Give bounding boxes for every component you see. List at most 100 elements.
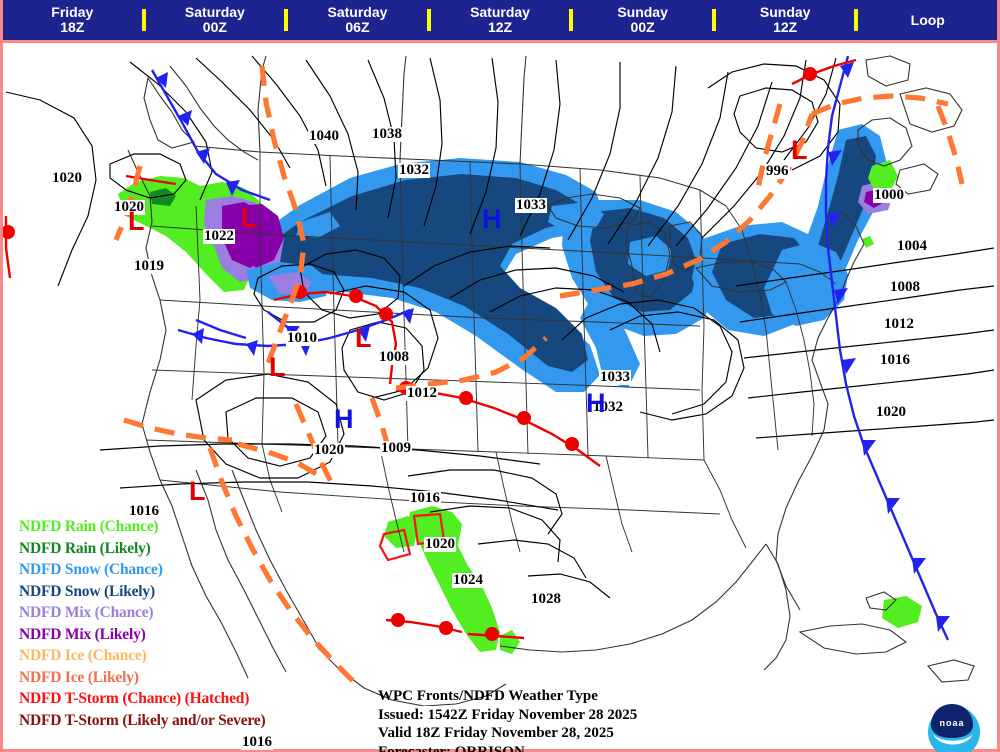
nav-loop[interactable]: Loop	[858, 11, 997, 28]
coastline-bc-inner	[169, 65, 259, 161]
isobar-label: 1019	[133, 258, 165, 274]
isobar-label: 1012	[406, 385, 438, 401]
geography-layer	[127, 55, 975, 706]
border-canada-interior-1	[257, 55, 267, 153]
nav-day-label: Sunday	[617, 4, 668, 20]
snow-chance-patch-dakotas	[296, 212, 340, 238]
high-center-great-basin: H	[334, 404, 354, 434]
isobar-label: 1033	[515, 197, 547, 213]
isobar-label: 1004	[896, 238, 928, 254]
nav-hour-label: 12Z	[773, 19, 798, 35]
rain-chance-area-caribbean	[882, 596, 922, 628]
legend-item-ice-likely: NDFD Ice (Likely)	[19, 668, 139, 686]
low-center-pacific-nw: L	[128, 206, 145, 236]
rain-chance-area-new-england	[868, 160, 898, 192]
coastline-british-columbia	[143, 76, 196, 149]
nav-saturday-06z[interactable]: Saturday 06Z	[288, 5, 427, 35]
mix-likely-area-montana	[232, 204, 284, 268]
nav-day-label: Friday	[51, 4, 94, 20]
trough-baja	[207, 447, 362, 690]
state-borders	[145, 152, 837, 553]
nav-day-label: Sunday	[759, 4, 811, 20]
legend-item-mix-chance: NDFD Mix (Chance)	[19, 604, 154, 621]
trough-greatlakes	[559, 113, 815, 299]
isobar-label: 1028	[530, 591, 562, 607]
high-center-northern-plains: H	[482, 204, 502, 234]
nav-separator	[854, 9, 859, 31]
low-center-southwest: L	[189, 476, 206, 506]
isobar-label: 1012	[883, 316, 915, 332]
rain-chance-patch-coastal	[862, 236, 874, 248]
nav-friday-18z[interactable]: Friday 18Z	[3, 5, 142, 35]
coastline-bahamas	[865, 591, 897, 611]
rain-chance-area-texas-west	[384, 516, 418, 548]
cold-front-northeast	[824, 55, 950, 641]
isobar-label: 1009	[380, 440, 412, 456]
isobar-label: 1016	[128, 503, 160, 519]
isobar-label: 1020	[875, 404, 907, 420]
nav-day-label: Saturday	[470, 4, 530, 20]
legend-item-rain-chance: NDFD Rain (Chance)	[19, 518, 159, 535]
legend-item-mix-likely: NDFD Mix (Likely)	[19, 625, 146, 643]
trough-northeast	[811, 93, 949, 117]
caption-title: WPC Fronts/NDFD Weather Type	[378, 688, 598, 704]
weather-map	[3, 55, 994, 706]
legend-item-tstorm-chance: NDFD T-Storm (Chance) (Hatched)	[19, 690, 250, 707]
nav-hour-label: 18Z	[60, 19, 85, 35]
isobar-label: 1008	[889, 279, 921, 295]
caption-valid: Valid 18Z Friday November 28, 2025	[378, 725, 614, 741]
nav-separator	[284, 9, 289, 31]
isobar-label: 996	[765, 163, 790, 179]
rain-chance-patch-rio-grande	[500, 630, 520, 654]
weather-map-frame: 1020 1020 1019 1022 1040 1038 1032 1033 …	[0, 40, 1000, 752]
warm-front-northwest	[125, 174, 177, 186]
isobar-label: 1016	[879, 352, 911, 368]
coastline-lake-superior	[547, 193, 641, 229]
coastline-gulf-of-california	[231, 469, 319, 647]
rain-likely-area-cascades	[150, 188, 176, 206]
isobar-label: 1016	[409, 490, 441, 506]
isobar-label: 1040	[308, 128, 340, 144]
isobar-label: 1038	[371, 126, 403, 142]
nav-hour-label: 12Z	[487, 19, 513, 35]
nav-hour-label: 00Z	[202, 19, 227, 35]
coastline-nova-scotia	[895, 163, 939, 195]
high-center-midwest: H	[586, 388, 606, 418]
nav-separator	[426, 9, 431, 31]
nav-hour-label: 06Z	[345, 19, 370, 35]
nav-separator	[141, 9, 146, 31]
nav-sunday-00z[interactable]: Sunday 00Z	[573, 5, 712, 35]
trough-layer	[113, 65, 965, 690]
nav-sunday-12z[interactable]: Sunday 12Z	[716, 5, 855, 35]
caption-forecaster: Forecaster: ORRISON	[378, 743, 525, 752]
border-canada-interior-2	[399, 55, 407, 161]
trough-southwest	[123, 417, 233, 443]
coastline-newfoundland	[865, 55, 911, 87]
trough-quebec	[755, 103, 783, 189]
isobar-label: 1020	[424, 536, 456, 552]
coastline-lake-michigan-huron	[625, 221, 671, 299]
coastline-maine	[857, 117, 913, 167]
snow-chance-area-lake-michigan	[628, 236, 672, 276]
trough-northern-rockies	[259, 65, 307, 375]
isobar-label: 1020	[113, 199, 145, 215]
forecast-hour-navbar: Friday 18Z Saturday 00Z Saturday 06Z Sat…	[0, 0, 1000, 40]
caption-issued: Issued: 1542Z Friday November 28 2025	[378, 706, 638, 723]
coastline-maritimes	[899, 87, 963, 133]
isobar-label: 1020	[51, 170, 83, 186]
nav-hour-label: 00Z	[630, 19, 655, 35]
coastline-hispaniola	[926, 659, 975, 683]
nav-saturday-00z[interactable]: Saturday 00Z	[146, 5, 285, 35]
isobar-label: 1033	[599, 369, 631, 385]
cold-front-pips	[156, 62, 950, 632]
nav-saturday-12z[interactable]: Saturday 12Z	[431, 5, 570, 35]
nav-day-label: Saturday	[184, 4, 245, 20]
noaa-logo-icon: noaa	[928, 704, 980, 752]
legend-item-ice-chance: NDFD Ice (Chance)	[19, 647, 147, 664]
coastline-florida	[763, 543, 791, 671]
nav-separator	[711, 9, 716, 31]
isobar-label: 1032	[398, 162, 430, 178]
coastline-atlantic	[775, 211, 865, 611]
nav-loop-label: Loop	[910, 11, 945, 28]
nav-day-label: Saturday	[327, 4, 388, 20]
